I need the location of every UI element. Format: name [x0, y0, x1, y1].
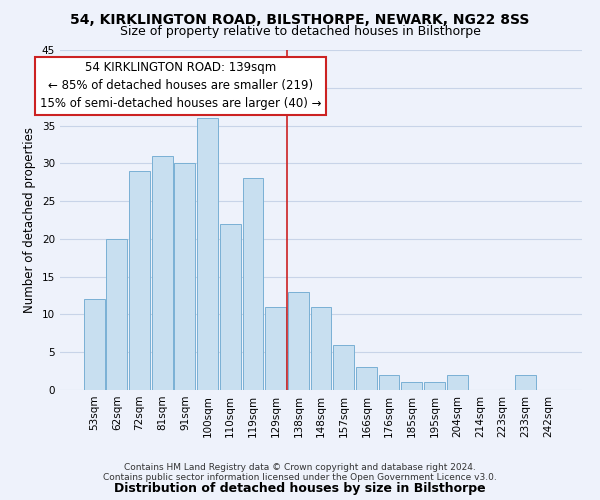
Bar: [356, 368, 377, 390]
Text: Distribution of detached houses by size in Bilsthorpe: Distribution of detached houses by size …: [114, 482, 486, 495]
Bar: [401, 382, 422, 390]
Text: 54, KIRKLINGTON ROAD, BILSTHORPE, NEWARK, NG22 8SS: 54, KIRKLINGTON ROAD, BILSTHORPE, NEWARK…: [70, 12, 530, 26]
Bar: [265, 307, 286, 390]
Text: Contains HM Land Registry data © Crown copyright and database right 2024.: Contains HM Land Registry data © Crown c…: [124, 464, 476, 472]
Text: Size of property relative to detached houses in Bilsthorpe: Size of property relative to detached ho…: [119, 25, 481, 38]
Text: Contains public sector information licensed under the Open Government Licence v3: Contains public sector information licen…: [103, 474, 497, 482]
Bar: [152, 156, 173, 390]
Bar: [446, 375, 467, 390]
Bar: [515, 375, 536, 390]
Bar: [242, 178, 263, 390]
Bar: [379, 375, 400, 390]
Text: 54 KIRKLINGTON ROAD: 139sqm
← 85% of detached houses are smaller (219)
15% of se: 54 KIRKLINGTON ROAD: 139sqm ← 85% of det…: [40, 62, 321, 110]
Bar: [175, 164, 196, 390]
Bar: [84, 300, 104, 390]
Bar: [288, 292, 309, 390]
Bar: [106, 239, 127, 390]
Bar: [333, 344, 354, 390]
Bar: [129, 171, 150, 390]
Bar: [311, 307, 331, 390]
Bar: [424, 382, 445, 390]
Y-axis label: Number of detached properties: Number of detached properties: [23, 127, 37, 313]
Bar: [220, 224, 241, 390]
Bar: [197, 118, 218, 390]
